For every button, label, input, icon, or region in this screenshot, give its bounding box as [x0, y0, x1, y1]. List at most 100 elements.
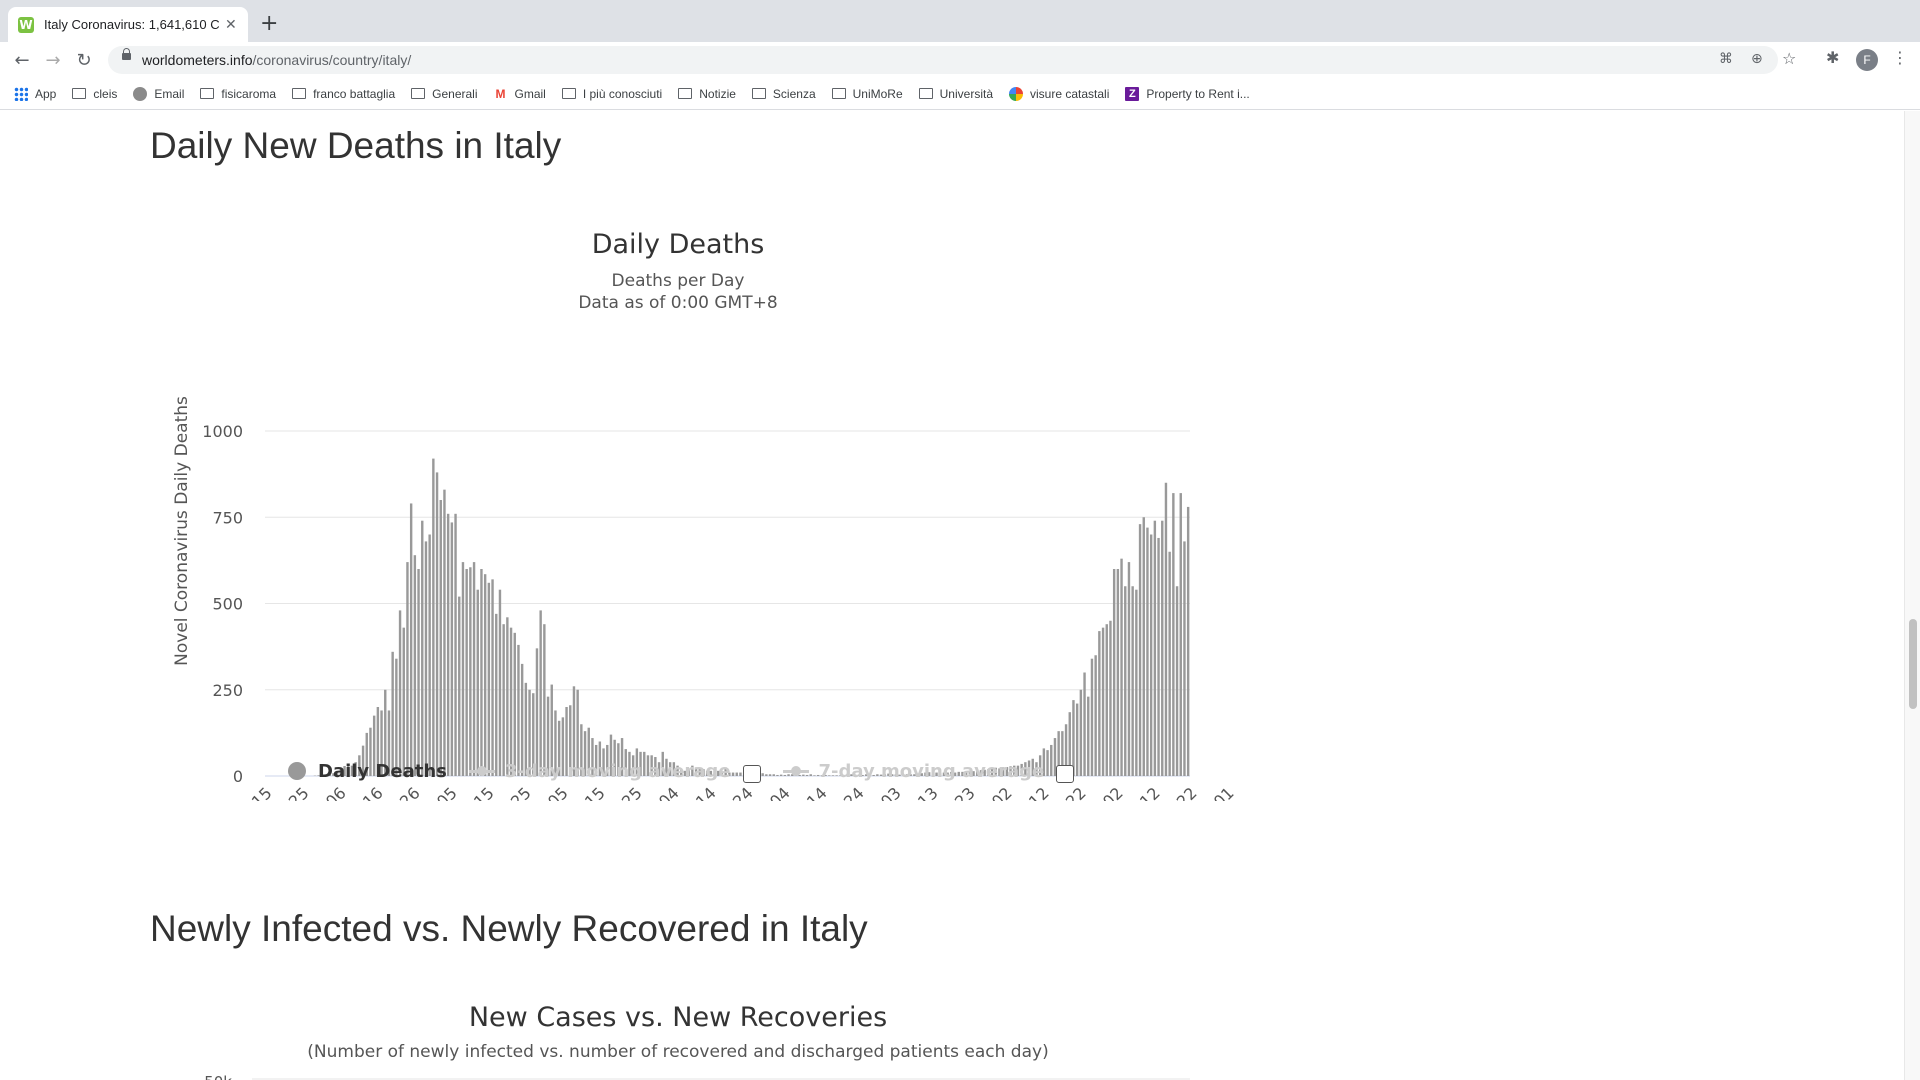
bar[interactable]: [1124, 586, 1127, 776]
bar[interactable]: [990, 769, 994, 776]
bar[interactable]: [354, 762, 357, 776]
bar[interactable]: [1149, 534, 1153, 777]
bar[interactable]: [913, 774, 916, 776]
bar[interactable]: [561, 717, 565, 776]
bar[interactable]: [380, 710, 383, 776]
bar[interactable]: [1050, 744, 1053, 776]
bar[interactable]: [602, 748, 605, 776]
bookmark-12[interactable]: visure catastali: [1009, 86, 1109, 101]
bar[interactable]: [343, 766, 346, 776]
bar[interactable]: [702, 769, 705, 776]
bookmark-1[interactable]: cleis: [72, 87, 117, 101]
bar[interactable]: [391, 651, 394, 776]
bar[interactable]: [768, 774, 772, 776]
bar[interactable]: [680, 769, 683, 776]
bar[interactable]: [1161, 520, 1164, 776]
bar[interactable]: [916, 773, 920, 776]
bar[interactable]: [1179, 493, 1182, 776]
bar[interactable]: [650, 755, 653, 776]
bar[interactable]: [1064, 724, 1068, 776]
bar[interactable]: [894, 774, 898, 776]
bar[interactable]: [347, 763, 350, 776]
bar[interactable]: [395, 658, 398, 776]
bar[interactable]: [557, 720, 561, 776]
bookmark-8[interactable]: Notizie: [678, 87, 736, 101]
bar[interactable]: [1042, 748, 1046, 776]
bar[interactable]: [369, 727, 372, 776]
bar[interactable]: [868, 774, 872, 776]
bar[interactable]: [495, 613, 498, 776]
bar[interactable]: [964, 771, 968, 776]
bar[interactable]: [1101, 627, 1105, 776]
bookmark-13[interactable]: Z Property to Rent i...: [1125, 86, 1250, 101]
bar[interactable]: [816, 774, 820, 776]
bar[interactable]: [857, 774, 861, 776]
bar[interactable]: [842, 774, 846, 776]
bar[interactable]: [661, 751, 664, 776]
bar[interactable]: [809, 774, 812, 776]
bar[interactable]: [872, 774, 875, 776]
bar[interactable]: [532, 693, 535, 776]
bar[interactable]: [1046, 750, 1049, 777]
back-arrow-icon[interactable]: ←: [14, 49, 30, 71]
bar[interactable]: [594, 744, 598, 776]
bar[interactable]: [920, 773, 923, 776]
bar[interactable]: [798, 774, 801, 776]
bar[interactable]: [1016, 765, 1020, 776]
bar[interactable]: [372, 715, 376, 777]
bar[interactable]: [1057, 731, 1060, 776]
bar[interactable]: [502, 624, 505, 776]
bar[interactable]: [469, 567, 472, 776]
bar[interactable]: [350, 765, 354, 776]
legend-item-3day[interactable]: 3-day moving average: [468, 761, 731, 782]
bar[interactable]: [528, 689, 531, 776]
bar[interactable]: [654, 757, 657, 776]
bar[interactable]: [765, 774, 768, 776]
bar[interactable]: [409, 503, 413, 776]
bar[interactable]: [465, 569, 468, 776]
bar[interactable]: [987, 769, 990, 776]
bar[interactable]: [720, 772, 724, 776]
browser-tab[interactable]: W Italy Coronavirus: 1,641,610 Ca ✕: [8, 7, 248, 42]
bar[interactable]: [472, 562, 476, 776]
bar[interactable]: [643, 751, 646, 776]
bar[interactable]: [935, 772, 938, 776]
bar[interactable]: [517, 644, 520, 776]
bar[interactable]: [783, 774, 787, 776]
bar[interactable]: [1168, 551, 1171, 776]
bar[interactable]: [835, 775, 838, 776]
bar[interactable]: [839, 775, 842, 776]
bar[interactable]: [1109, 620, 1112, 776]
bar[interactable]: [513, 632, 516, 776]
legend-item-7day[interactable]: 7-day moving average: [782, 761, 1044, 782]
bar[interactable]: [824, 774, 827, 776]
bar[interactable]: [1038, 755, 1042, 776]
bar[interactable]: [1142, 517, 1145, 776]
bar[interactable]: [424, 541, 428, 776]
bar[interactable]: [628, 751, 631, 776]
bar[interactable]: [1116, 569, 1120, 776]
bar[interactable]: [358, 755, 361, 776]
bar[interactable]: [979, 770, 983, 776]
bar[interactable]: [384, 689, 387, 776]
bar[interactable]: [1098, 631, 1101, 776]
bar[interactable]: [406, 562, 409, 776]
bar[interactable]: [927, 772, 931, 776]
bar[interactable]: [535, 648, 539, 776]
bar[interactable]: [1072, 700, 1075, 776]
bar[interactable]: [1127, 562, 1131, 776]
bar[interactable]: [1153, 520, 1157, 776]
bar[interactable]: [324, 774, 328, 776]
bar[interactable]: [865, 774, 868, 776]
bar[interactable]: [939, 772, 942, 776]
bookmark-0[interactable]: App: [14, 86, 56, 101]
bar[interactable]: [1172, 493, 1175, 776]
bar[interactable]: [524, 682, 528, 776]
bar[interactable]: [624, 749, 627, 776]
bookmark-2[interactable]: Email: [133, 86, 184, 101]
bar[interactable]: [1157, 537, 1160, 776]
bar[interactable]: [950, 771, 953, 776]
bar[interactable]: [572, 686, 576, 776]
bar[interactable]: [509, 627, 513, 776]
bar[interactable]: [902, 774, 905, 776]
